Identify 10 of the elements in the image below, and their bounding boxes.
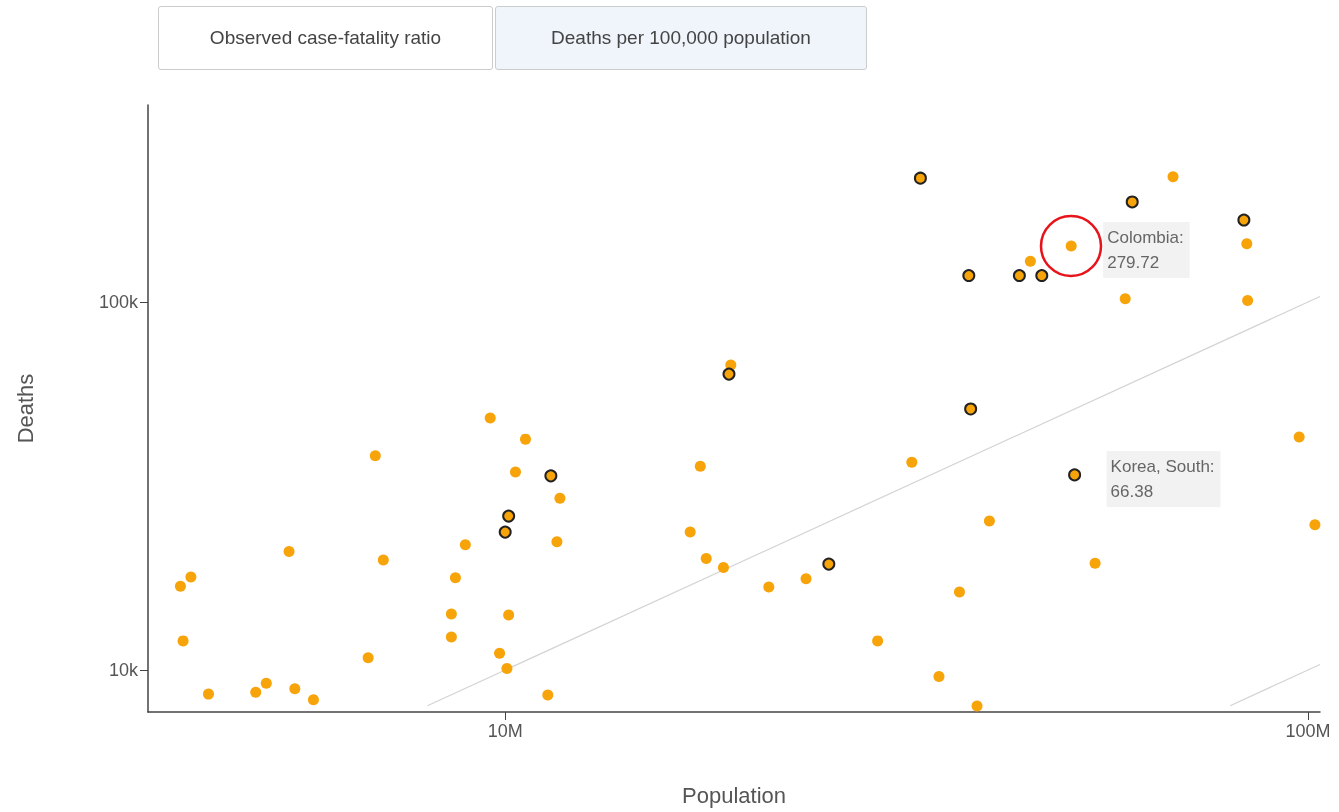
y-axis-title: Deaths — [12, 373, 38, 444]
x-tick-label: 100M — [1285, 721, 1331, 741]
text: Observed case-fatality ratio — [158, 6, 493, 70]
annotation: Colombia: 279.72 — [1107, 227, 1184, 272]
annotation: Korea, South: 66.38 — [1110, 456, 1215, 501]
y-tick-label: 10k — [108, 660, 139, 681]
x-axis-title: Population — [682, 782, 786, 808]
x-tick-label: 10M — [487, 721, 523, 741]
text: Deaths per 100,000 population — [495, 6, 867, 70]
y-tick-label: 100k — [98, 292, 139, 312]
